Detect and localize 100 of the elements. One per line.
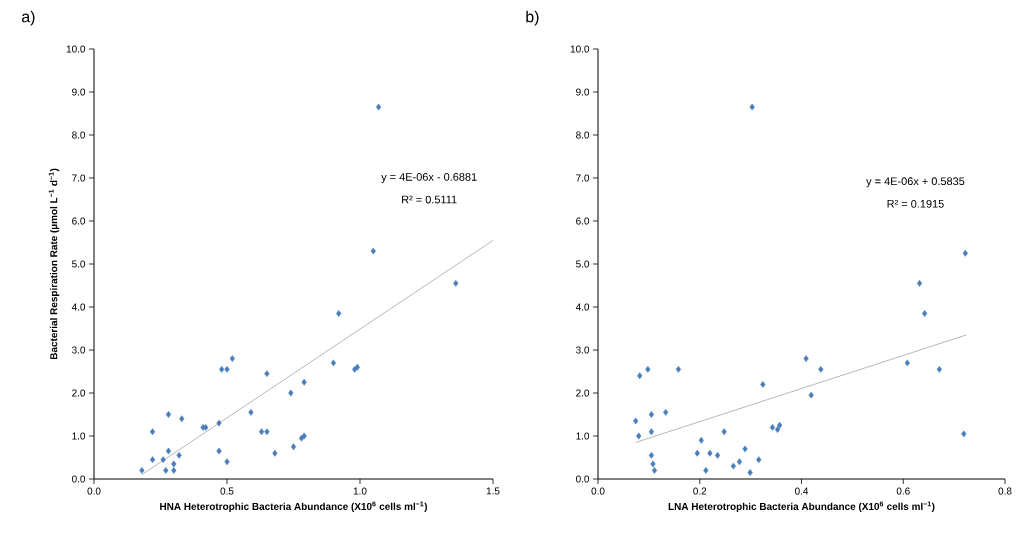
x-tick-label: 0.6 xyxy=(896,487,910,495)
point xyxy=(219,365,225,373)
point xyxy=(808,391,814,399)
y-tick-label: 2.0 xyxy=(72,389,86,397)
point xyxy=(703,467,709,474)
y-tick-label: 8.0 xyxy=(72,131,86,139)
x-axis-title: LNA Heterotrophic Bacteria Abundance (X10$^{6}$ cells ml$^{−1}$) xyxy=(668,501,935,512)
point xyxy=(301,378,307,386)
point xyxy=(264,428,270,436)
y-tick-label: 3.0 xyxy=(72,346,86,354)
point xyxy=(663,408,669,416)
point xyxy=(962,249,968,257)
y-tick-label: 10.0 xyxy=(570,45,590,53)
point xyxy=(272,449,278,457)
point xyxy=(707,449,713,457)
y-tick-label: 10.0 xyxy=(66,45,86,53)
chart-title: a) xyxy=(21,10,35,26)
point xyxy=(179,415,185,423)
point xyxy=(290,443,297,451)
point xyxy=(224,365,230,373)
chart-title: b) xyxy=(526,10,539,26)
point xyxy=(730,462,736,470)
point xyxy=(650,460,656,468)
x-axis-title: HNA Heterotrophic Bacteria Abundance (X10$^{6}$ cells ml$^{−1}$) xyxy=(160,501,428,512)
point xyxy=(258,428,265,436)
point xyxy=(747,469,753,476)
point xyxy=(149,428,156,436)
point xyxy=(721,428,727,436)
point xyxy=(229,355,235,362)
point xyxy=(742,445,748,453)
point xyxy=(769,424,776,431)
point xyxy=(694,449,700,457)
point xyxy=(216,447,222,455)
point xyxy=(216,419,222,427)
x-tick-label: 0.4 xyxy=(794,487,809,495)
y-tick-label: 5.0 xyxy=(72,260,86,268)
point xyxy=(714,451,721,459)
point xyxy=(301,432,307,440)
y-axis-title: Bacterial Respiration Rate (µmol L$^{−1}$ d$^{−1}$) xyxy=(48,168,60,360)
point xyxy=(803,355,809,362)
y-tick-label: 4.0 xyxy=(575,303,590,311)
y-tick-label: 7.0 xyxy=(576,174,590,182)
point xyxy=(936,365,942,373)
annotation: y = 4E-06x - 0.6881 xyxy=(381,173,477,183)
point xyxy=(648,428,655,436)
x-tick-label: 0.8 xyxy=(998,487,1012,495)
point xyxy=(171,460,177,468)
point xyxy=(675,365,681,373)
point xyxy=(636,432,642,440)
y-tick-label: 8.0 xyxy=(576,131,590,139)
point xyxy=(264,370,270,378)
point xyxy=(376,103,382,111)
point xyxy=(139,467,145,474)
y-tick-label: 5.0 xyxy=(576,260,590,268)
y-tick-label: 0.0 xyxy=(576,475,590,483)
point xyxy=(749,103,755,111)
point xyxy=(163,467,169,474)
point xyxy=(165,411,172,418)
x-tick-label: 0.0 xyxy=(87,487,101,495)
point xyxy=(645,365,651,373)
y-tick-label: 3.0 xyxy=(576,346,590,354)
y-tick-label: 6.0 xyxy=(72,217,86,225)
y-tick-label: 0.0 xyxy=(72,475,86,483)
point xyxy=(698,436,704,444)
y-tick-label: 9.0 xyxy=(576,88,590,96)
point xyxy=(777,421,783,429)
y-tick-label: 1.0 xyxy=(576,432,590,440)
point xyxy=(736,458,743,466)
point xyxy=(149,456,156,464)
point xyxy=(171,467,177,474)
point xyxy=(818,365,824,373)
point xyxy=(922,310,928,317)
point xyxy=(160,456,166,464)
x-tick-label: 0.0 xyxy=(591,487,605,495)
annotation: R² = 0.1915 xyxy=(887,199,944,208)
x-tick-label: 1.5 xyxy=(486,487,500,495)
point xyxy=(336,310,342,317)
point xyxy=(248,408,254,416)
x-tick-label: 0.2 xyxy=(693,487,707,495)
point xyxy=(288,389,294,397)
y-tick-label: 4.0 xyxy=(71,303,86,311)
y-tick-label: 7.0 xyxy=(72,174,86,182)
point xyxy=(330,359,336,367)
point xyxy=(651,467,658,474)
point xyxy=(176,451,182,459)
y-tick-label: 1.0 xyxy=(72,432,86,440)
point xyxy=(916,279,923,287)
point xyxy=(165,447,172,455)
point xyxy=(633,417,639,425)
point xyxy=(961,430,967,438)
y-tick-label: 6.0 xyxy=(576,217,590,225)
annotation: y = 4E-06x + 0.5835 xyxy=(866,177,965,188)
point xyxy=(756,456,762,464)
x-tick-label: 1.0 xyxy=(353,487,367,495)
point xyxy=(224,458,230,466)
y-tick-label: 9.0 xyxy=(72,88,86,96)
point xyxy=(370,247,376,255)
point xyxy=(648,411,655,418)
point xyxy=(760,381,766,388)
point xyxy=(648,451,655,459)
